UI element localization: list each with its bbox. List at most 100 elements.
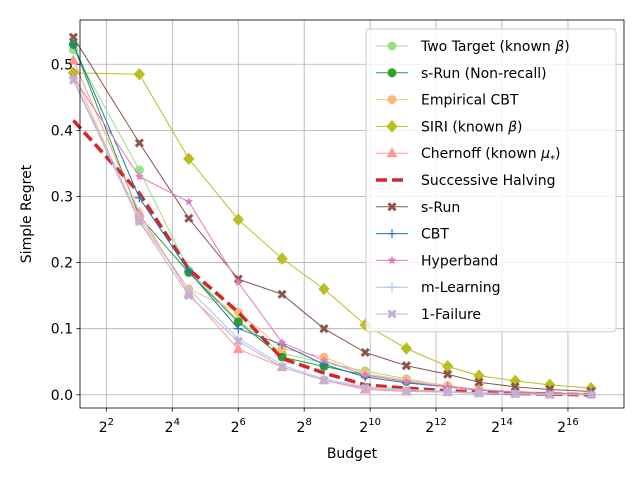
- data-point: [277, 337, 287, 347]
- legend-marker: [387, 202, 397, 212]
- y-tick-label: 0.0: [51, 388, 73, 404]
- y-axis-label: Simple Regret: [19, 164, 35, 263]
- x-tick-label: 210: [359, 417, 381, 436]
- legend-item: SIRI (known β): [376, 119, 523, 135]
- data-point: [441, 360, 454, 373]
- data-point: [400, 342, 413, 355]
- legend: Two Target (known β) s-Run (Non-recall) Em…: [365, 28, 617, 333]
- legend-label: Successive Halving: [421, 173, 556, 189]
- data-point: [474, 388, 484, 399]
- legend-marker: [387, 229, 397, 239]
- legend-marker: [387, 95, 397, 105]
- y-tick-label: 0.3: [51, 189, 73, 205]
- data-point: [545, 390, 555, 400]
- data-point: [134, 138, 144, 148]
- legend-item: s-Run: [376, 200, 460, 216]
- legend-item: Two Target (known β): [376, 39, 570, 55]
- legend-box: [365, 28, 617, 333]
- data-point: [443, 387, 453, 397]
- data-point: [277, 362, 287, 372]
- legend-item: Successive Halving: [376, 173, 556, 189]
- legend-item: 1-Failure: [376, 307, 481, 323]
- legend-marker: [387, 68, 397, 78]
- data-point: [68, 75, 78, 85]
- legend-item: Hyperband: [376, 253, 498, 269]
- x-tick-label: 24: [165, 417, 180, 436]
- legend-label: CBT: [421, 227, 449, 243]
- data-point: [586, 390, 596, 400]
- data-point: [510, 382, 520, 392]
- data-point: [360, 383, 370, 393]
- data-point: [68, 39, 78, 49]
- data-point: [401, 386, 411, 396]
- series-10: [68, 75, 596, 400]
- data-point: [360, 347, 370, 358]
- ticks: 22 24 26 28 210 212 214 216 0.0 0.1 0.2 0.3 0.4 0.5: [51, 57, 579, 436]
- data-point: [183, 152, 195, 166]
- y-tick-label: 0.4: [51, 123, 73, 139]
- data-point: [184, 197, 194, 206]
- data-point: [401, 361, 411, 371]
- data-point: [319, 375, 329, 385]
- data-point: [232, 343, 244, 354]
- y-tick-label: 0.5: [51, 57, 73, 73]
- y-tick-label: 0.1: [51, 322, 73, 338]
- x-tick-label: 214: [491, 417, 513, 436]
- legend-marker: [386, 120, 398, 133]
- legend-label: SIRI (known β): [421, 119, 523, 135]
- data-point: [319, 324, 329, 334]
- data-point: [277, 289, 287, 299]
- legend-marker: [387, 309, 397, 319]
- data-point: [134, 171, 144, 181]
- data-point: [184, 291, 194, 301]
- data-point: [443, 369, 453, 379]
- legend-item: CBT: [376, 227, 449, 243]
- data-point: [319, 355, 329, 365]
- data-point: [401, 376, 411, 386]
- legend-label: s-Run (Non-recall): [421, 66, 547, 82]
- data-point: [233, 277, 243, 287]
- series-layer: [67, 32, 597, 400]
- legend-item: m-Learning: [376, 280, 500, 296]
- legend-item: s-Run (Non-recall): [376, 66, 547, 82]
- plot-frame: [79, 19, 625, 409]
- x-tick-label: 216: [557, 417, 579, 436]
- legend-marker: [387, 255, 397, 265]
- x-tick-label: 212: [425, 417, 447, 436]
- x-axis-label: Budget: [327, 446, 378, 462]
- series-3: [67, 66, 597, 395]
- data-point: [233, 324, 243, 334]
- legend-label: Chernoff (known μ*): [421, 146, 560, 165]
- legend-marker: [387, 41, 397, 51]
- data-point: [184, 266, 194, 276]
- x-tick-label: 26: [231, 417, 246, 436]
- legend-label: Empirical CBT: [421, 93, 519, 109]
- data-point: [68, 32, 78, 42]
- legend-label: Two Target (known β): [420, 39, 570, 55]
- legend-label: 1-Failure: [421, 307, 481, 323]
- legend-marker: [387, 282, 397, 292]
- x-tick-label: 28: [297, 417, 312, 436]
- data-point: [360, 370, 370, 379]
- data-point: [184, 213, 194, 223]
- data-point: [134, 193, 144, 203]
- data-point: [233, 336, 243, 346]
- data-point: [276, 252, 288, 265]
- legend-item: Empirical CBT: [376, 93, 519, 109]
- y-tick-label: 0.2: [51, 256, 73, 272]
- data-point: [318, 282, 330, 296]
- data-point: [232, 213, 244, 226]
- data-point: [133, 67, 146, 81]
- legend-item: Chernoff (known μ*): [376, 146, 560, 165]
- data-point: [184, 284, 194, 294]
- legend-label: m-Learning: [421, 280, 500, 296]
- legend-label: Hyperband: [421, 253, 498, 269]
- legend-marker: [386, 147, 398, 158]
- data-point: [474, 377, 484, 387]
- data-point: [68, 54, 79, 65]
- x-tick-label: 22: [99, 417, 114, 436]
- data-point: [510, 389, 520, 399]
- data-point: [134, 217, 144, 227]
- legend-label: s-Run: [421, 200, 460, 216]
